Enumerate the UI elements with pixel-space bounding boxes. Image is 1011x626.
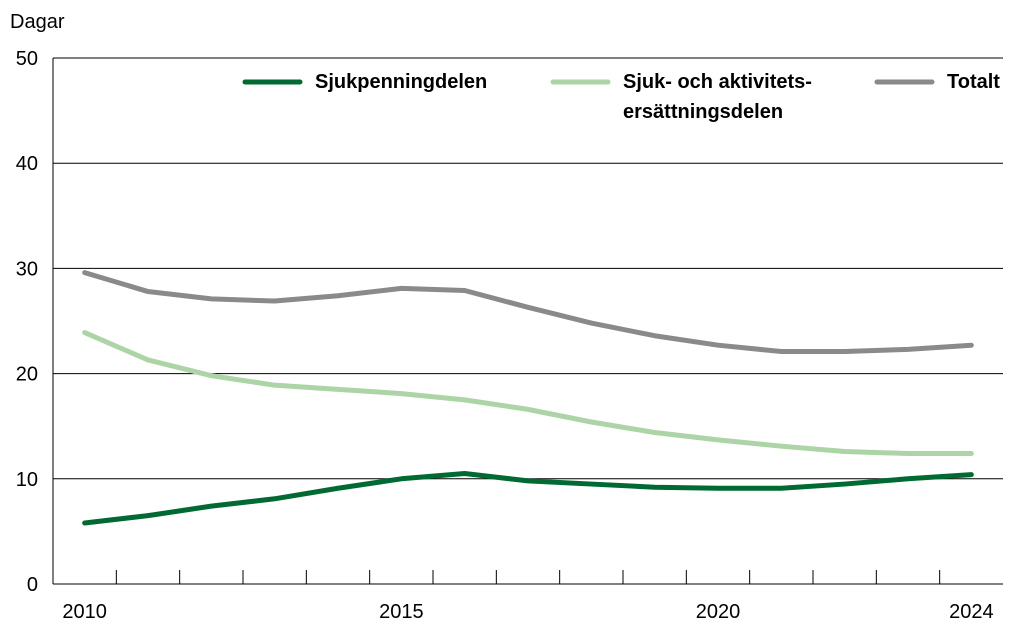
- y-tick-label: 40: [16, 153, 38, 175]
- x-tick-label: 2020: [696, 601, 741, 623]
- y-tick-label: 30: [16, 258, 38, 280]
- legend-label: Sjukpenningdelen: [315, 71, 488, 93]
- y-tick-label: 50: [16, 48, 38, 70]
- x-tick-label: 2015: [379, 601, 424, 623]
- x-tick-label: 2010: [62, 601, 107, 623]
- y-tick-label: 10: [16, 469, 38, 491]
- series-line: [82, 471, 974, 526]
- y-axis-label: Dagar: [10, 11, 65, 33]
- series-line: [82, 330, 974, 457]
- legend-label: Sjuk- och aktivitets- ersättningsdelen: [623, 71, 812, 123]
- series-line: [82, 270, 974, 355]
- y-tick-label: 0: [27, 574, 38, 596]
- y-tick-label: 20: [16, 364, 38, 386]
- legend-label: Totalt: [947, 71, 1000, 93]
- x-tick-label: 2024: [949, 601, 994, 623]
